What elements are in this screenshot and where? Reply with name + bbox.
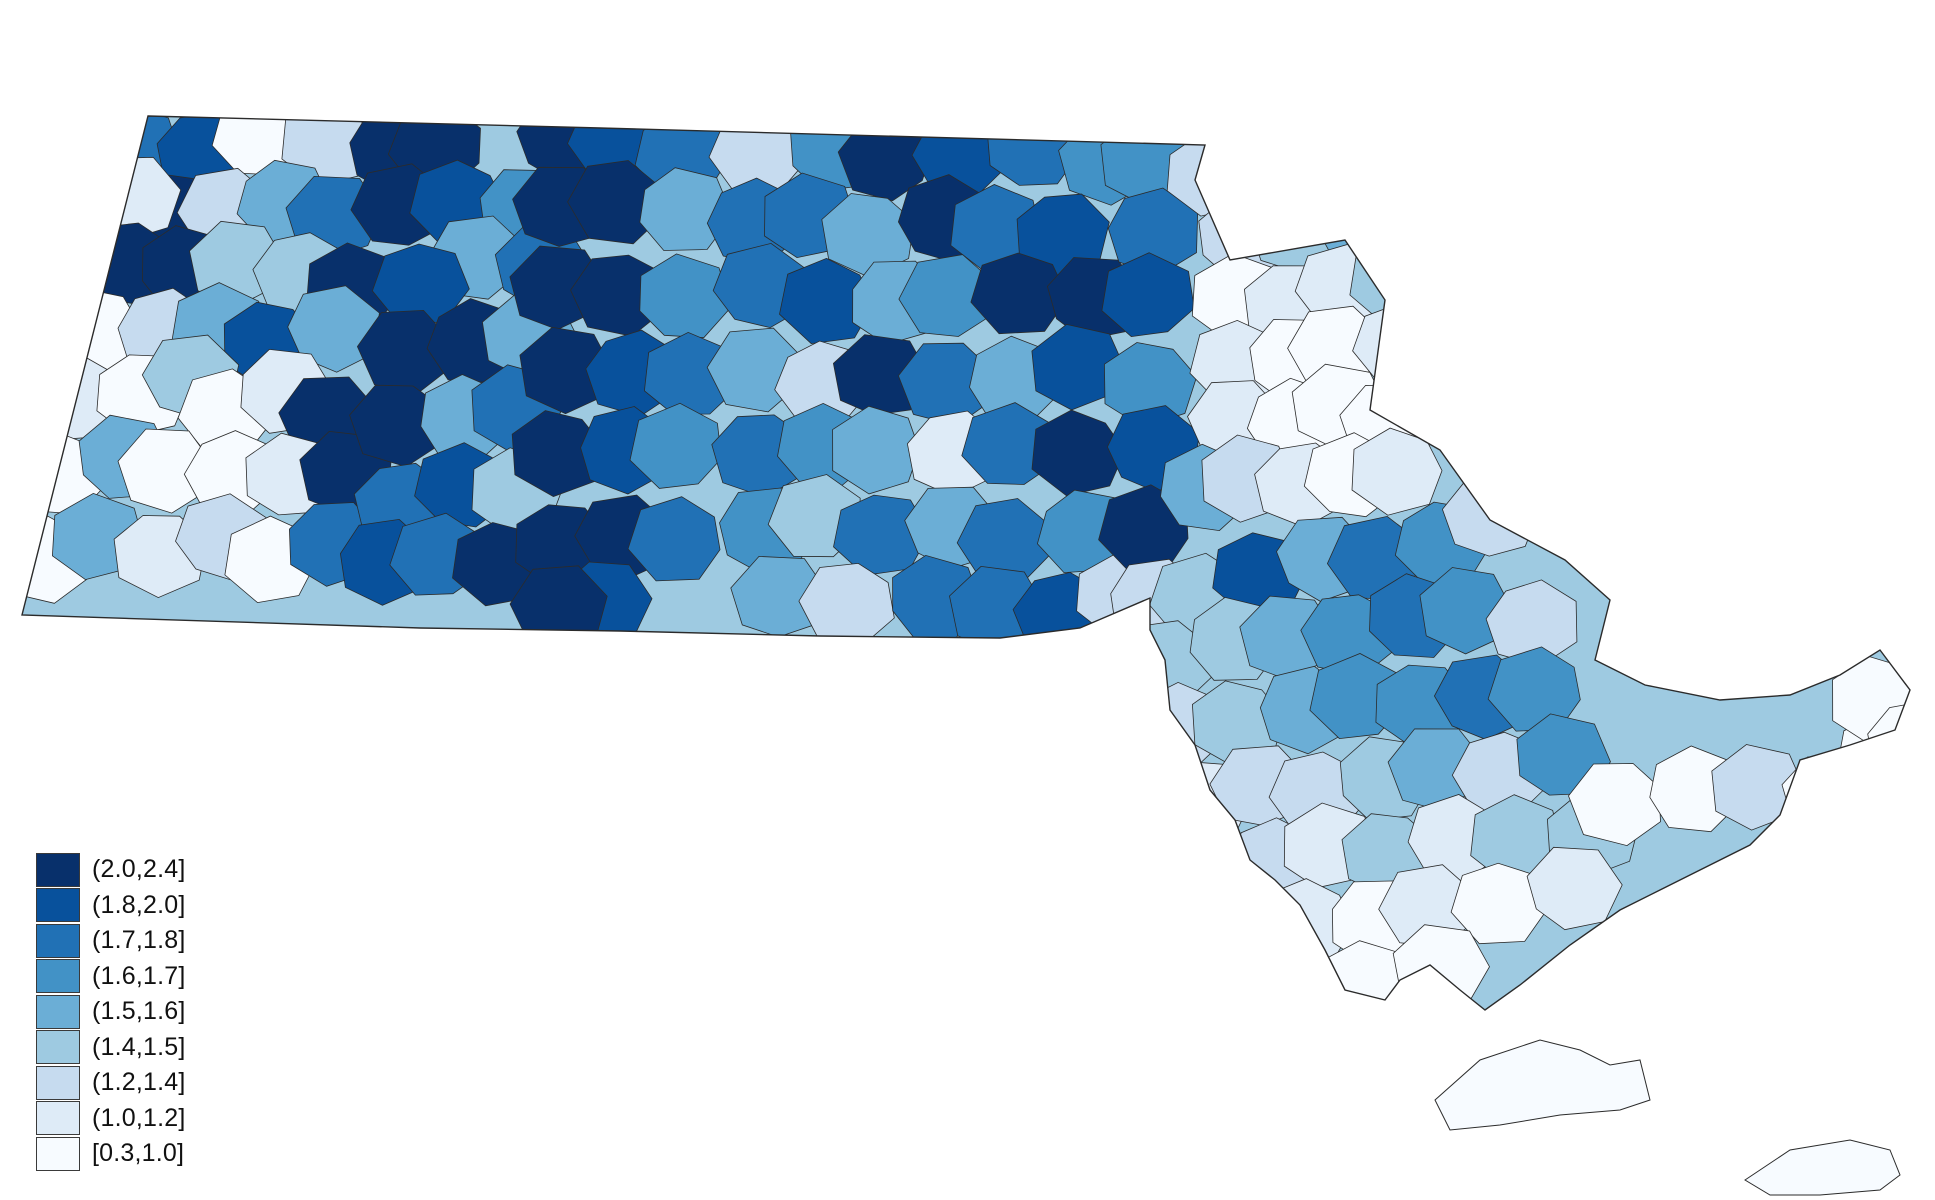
legend-row: (1.5,1.6] xyxy=(36,994,276,1030)
legend-row: (1.0,1.2] xyxy=(36,1101,276,1137)
state-outline xyxy=(21,115,1911,1011)
town-region xyxy=(832,405,920,495)
legend-label: (1.7,1.8] xyxy=(92,926,186,955)
town-region xyxy=(1711,744,1806,831)
town-region xyxy=(970,252,1069,335)
town-region xyxy=(1158,819,1250,906)
legend-label: (1.8,2.0] xyxy=(92,890,186,919)
town-region xyxy=(1236,937,1331,1010)
state-border xyxy=(21,115,1911,1011)
town-region xyxy=(1526,846,1623,931)
town-region xyxy=(1414,285,1512,368)
legend-row: (1.7,1.8] xyxy=(36,923,276,959)
legend-swatch xyxy=(36,959,80,994)
town-region xyxy=(639,167,733,251)
town-region xyxy=(1450,862,1549,945)
town-region xyxy=(627,496,721,582)
map-legend: (2.0,2.4] (1.8,2.0] (1.7,1.8] (1.6,1.7] … xyxy=(36,852,276,1172)
town-region xyxy=(1500,155,1590,244)
town-region xyxy=(1429,161,1522,248)
legend-swatch xyxy=(36,1136,80,1171)
town-region xyxy=(1419,567,1511,655)
legend-swatch xyxy=(36,1030,80,1065)
legend-swatch xyxy=(36,923,80,958)
town-region xyxy=(1378,116,1476,159)
legend-row: (1.2,1.4] xyxy=(36,1065,276,1101)
legend-swatch xyxy=(36,1065,80,1100)
town-region xyxy=(1340,116,1434,164)
legend-label: (2.0,2.4] xyxy=(92,855,186,884)
town-region xyxy=(511,410,605,497)
island-towns xyxy=(1434,1039,1901,1196)
legend-label: (1.4,1.5] xyxy=(92,1032,186,1061)
town-region xyxy=(730,555,828,638)
town-region xyxy=(821,193,915,278)
town-region xyxy=(1375,152,1469,236)
town-region xyxy=(643,331,738,415)
legend-swatch xyxy=(36,888,80,923)
town-region xyxy=(356,309,449,395)
legend-row: (1.6,1.7] xyxy=(36,959,276,995)
legend-swatch xyxy=(36,1101,80,1136)
legend-swatch xyxy=(36,994,80,1029)
town-region xyxy=(1101,252,1195,338)
town-region xyxy=(898,254,995,337)
town-region xyxy=(1031,323,1126,411)
legend-label: (1.5,1.6] xyxy=(92,997,186,1026)
legend-row: (2.0,2.4] xyxy=(36,852,276,888)
town-region xyxy=(639,253,732,339)
town-region xyxy=(1429,116,1528,185)
legend-row: (1.4,1.5] xyxy=(36,1030,276,1066)
legend-label: (1.2,1.4] xyxy=(92,1068,186,1097)
town-region xyxy=(1031,409,1126,497)
island-region xyxy=(1744,1139,1901,1196)
legend-label: [0.3,1.0] xyxy=(92,1139,185,1168)
town-region xyxy=(1487,646,1581,732)
legend-label: (1.0,1.2] xyxy=(92,1103,186,1132)
town-region xyxy=(1211,134,1309,218)
town-region xyxy=(1351,427,1443,516)
town-region xyxy=(1419,221,1512,307)
island-region xyxy=(1434,1039,1651,1131)
town-region xyxy=(1267,116,1364,192)
legend-label: (1.6,1.7] xyxy=(92,961,186,990)
legend-row: (1.8,2.0] xyxy=(36,888,276,924)
town-region xyxy=(1470,213,1566,296)
town-region xyxy=(1485,579,1578,667)
town-region xyxy=(349,384,443,468)
legend-row: [0.3,1.0] xyxy=(36,1136,276,1172)
legend-swatch xyxy=(36,852,80,887)
